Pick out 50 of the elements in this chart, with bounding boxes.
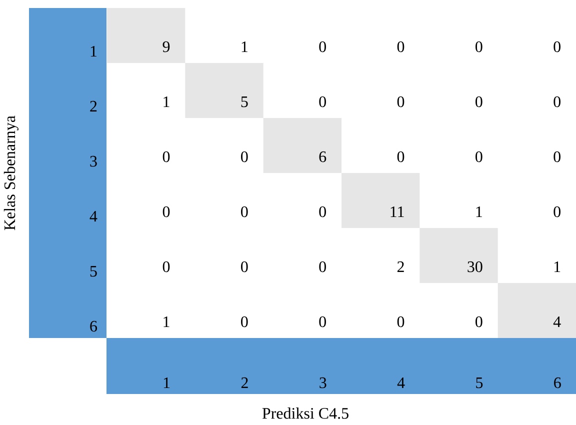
data-label: 1 (164, 316, 170, 328)
data-label: 0 (162, 261, 170, 272)
data-label: 0 (319, 96, 326, 108)
data-label: 0 (319, 316, 326, 328)
y-tick-label: 2 (90, 100, 97, 112)
data-label: 1 (242, 41, 248, 52)
data-label: 0 (397, 96, 404, 108)
data-label: 2 (397, 261, 404, 272)
data-label: 0 (319, 41, 326, 52)
data-label: 1 (476, 206, 482, 218)
data-label: 11 (390, 206, 404, 218)
data-label: 6 (319, 151, 326, 162)
y-tick-label: 3 (90, 156, 97, 167)
data-label: 0 (397, 316, 404, 328)
data-label: 0 (241, 261, 248, 272)
data-label: 0 (554, 151, 560, 162)
data-label: 1 (554, 261, 560, 272)
data-label: 1 (164, 96, 170, 108)
y-axis-title: Kelas Sebenarnya (4, 116, 18, 230)
data-label: 0 (162, 151, 170, 162)
x-tick-label: 1 (164, 377, 170, 388)
data-label: 0 (397, 151, 404, 162)
y-tick-label: 4 (90, 210, 98, 222)
x-tick-label: 3 (320, 377, 326, 388)
data-label: 4 (553, 316, 561, 328)
data-label: 0 (554, 41, 560, 52)
x-tick-label: 5 (476, 378, 483, 388)
data-label: 0 (397, 41, 404, 52)
x-tick-label: 2 (241, 377, 248, 388)
data-label: 0 (241, 206, 248, 218)
data-label: 0 (319, 206, 326, 218)
x-tick-label: 4 (397, 377, 405, 388)
data-label: 0 (554, 96, 560, 108)
data-label: 0 (241, 151, 248, 162)
data-label: 0 (319, 261, 326, 272)
data-label: 0 (554, 206, 560, 218)
x-axis-title: Prediksi C4.5 (262, 408, 348, 419)
data-label: 0 (476, 151, 482, 162)
data-label: 0 (476, 41, 482, 52)
x-tick-label: 6 (554, 377, 561, 388)
data-label: 9 (162, 41, 170, 52)
data-label: 0 (241, 316, 248, 328)
data-label: 5 (241, 96, 248, 108)
data-label: 0 (162, 206, 170, 218)
y-tick-label: 6 (90, 320, 97, 332)
data-label: 30 (468, 261, 482, 272)
data-label: 0 (476, 316, 482, 328)
y-tick-label: 5 (90, 266, 97, 277)
data-label: 0 (476, 96, 482, 108)
y-tick-label: 1 (90, 46, 97, 57)
